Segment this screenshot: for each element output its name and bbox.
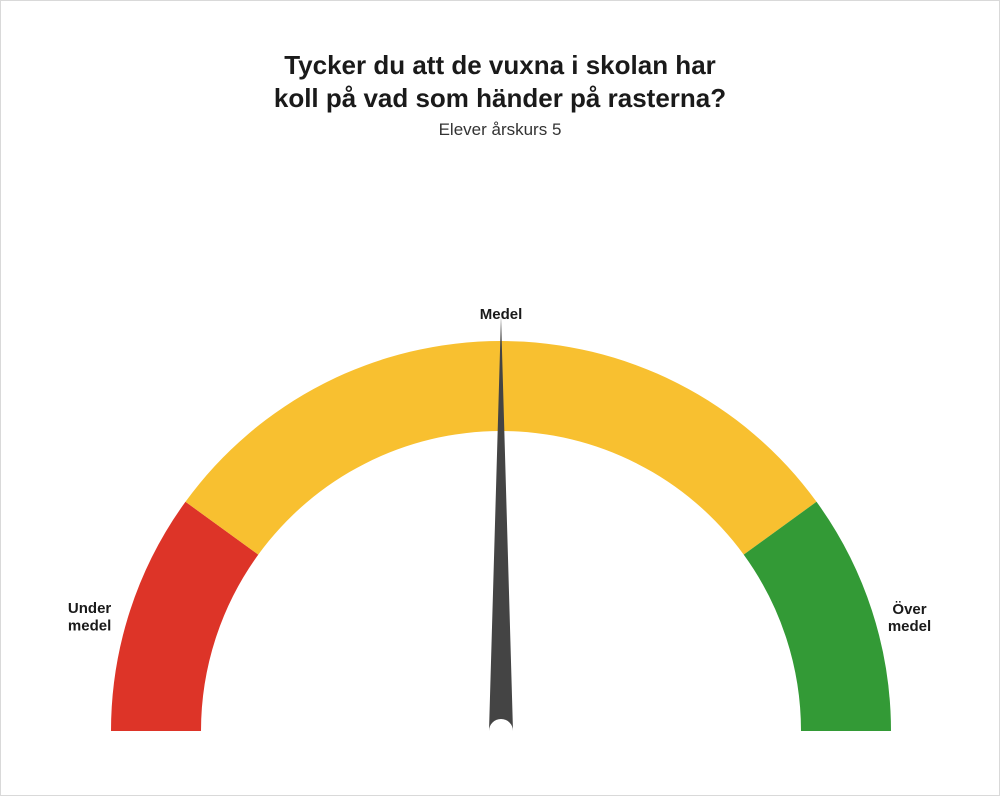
gauge-label-top: Medel xyxy=(480,306,523,323)
chart-frame: Tycker du att de vuxna i skolan harkoll … xyxy=(0,0,1000,796)
gauge-label-right: Övermedel xyxy=(888,601,931,635)
gauge-label-left: Undermedel xyxy=(68,600,112,634)
gauge-chart: Medel Undermedel Övermedel xyxy=(1,1,1000,797)
